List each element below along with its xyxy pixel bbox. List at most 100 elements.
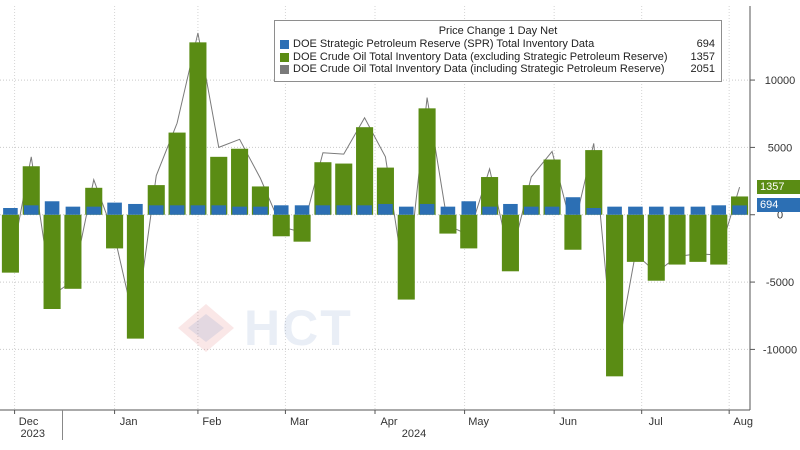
bar-excl-spr [606, 214, 624, 377]
x-tick-label: May [468, 416, 489, 428]
legend-label-excl-spr: DOE Crude Oil Total Inventory Data (excl… [293, 50, 668, 63]
bar-spr [690, 206, 706, 215]
legend-swatch-incl-spr [280, 65, 289, 74]
bar-spr [732, 205, 747, 215]
bar-excl-spr [626, 214, 644, 262]
last-value-tag-spr: 694 [757, 198, 800, 212]
bar-excl-spr [43, 214, 61, 309]
bar-spr [482, 206, 497, 215]
bar-spr [523, 206, 539, 215]
bar-spr [190, 205, 206, 215]
x-tick-label: Dec [19, 416, 39, 428]
bar-excl-spr [64, 214, 82, 289]
bar-excl-spr [272, 214, 290, 237]
bar-spr [669, 206, 685, 215]
bar-spr [86, 206, 102, 215]
bar-spr [273, 205, 289, 215]
x-tick-label: Jul [649, 416, 663, 428]
legend-value-excl-spr: 1357 [690, 50, 715, 63]
bar-excl-spr [543, 159, 561, 215]
bar-excl-spr [1, 214, 19, 273]
legend-value-spr: 694 [696, 38, 715, 50]
legend-item-incl-spr: DOE Crude Oil Total Inventory Data (incl… [275, 63, 721, 76]
bar-excl-spr [356, 127, 374, 215]
year-label: 2023 [21, 428, 45, 440]
y-tick-label: -5000 [766, 277, 794, 289]
bar-spr [398, 206, 414, 215]
y-tick-label: 5000 [768, 142, 792, 154]
bar-excl-spr [418, 108, 436, 215]
watermark-text: HCT [244, 300, 353, 356]
bar-spr [711, 205, 727, 215]
bar-spr [232, 206, 247, 215]
bar-excl-spr [439, 214, 457, 234]
bar-excl-spr [22, 166, 40, 215]
bar-excl-spr [647, 214, 665, 281]
watermark: HCT [174, 300, 354, 356]
bar-excl-spr [231, 148, 249, 215]
bar-spr [628, 206, 643, 215]
bar-excl-spr [168, 132, 186, 215]
bar-spr [294, 205, 310, 215]
legend-item-spr: DOE Strategic Petroleum Reserve (SPR) To… [275, 38, 721, 51]
bar-excl-spr [460, 214, 478, 249]
bar-spr [44, 201, 60, 215]
x-tick-label: Feb [202, 416, 221, 428]
legend-swatch-excl-spr [280, 52, 289, 62]
bar-spr [23, 205, 39, 215]
legend-label-spr: DOE Strategic Petroleum Reserve (SPR) To… [293, 38, 595, 50]
x-tick-label: Mar [290, 416, 309, 428]
bar-spr [586, 208, 602, 215]
bar-spr [3, 208, 18, 215]
y-tick-label: 0 [777, 210, 783, 222]
bar-excl-spr [668, 214, 686, 265]
bar-spr [107, 202, 122, 215]
bar-spr [169, 205, 185, 215]
bar-spr [419, 203, 435, 215]
bar-excl-spr [501, 214, 519, 272]
last-value-tag-excl-spr: 1357 [757, 180, 800, 194]
legend-value-incl-spr: 2051 [690, 63, 715, 75]
bar-excl-spr [210, 156, 228, 215]
watermark-logo-icon [178, 304, 234, 352]
bar-spr [607, 206, 622, 215]
bar-excl-spr [293, 214, 311, 242]
bar-excl-spr [397, 214, 415, 300]
bar-excl-spr [106, 214, 124, 249]
bar-spr [148, 205, 164, 215]
bar-spr [315, 205, 331, 215]
legend-title: Price Change 1 Day Net [438, 25, 558, 37]
bar-spr [565, 197, 581, 215]
legend-item-excl-spr: DOE Crude Oil Total Inventory Data (excl… [275, 51, 721, 64]
bar-spr [544, 206, 560, 215]
legend-swatch-spr [280, 40, 289, 49]
bar-spr [65, 206, 81, 215]
bar-spr [440, 206, 456, 215]
series-line-incl-spr [9, 32, 741, 369]
x-tick-label: Aug [733, 416, 753, 428]
bar-spr [648, 206, 664, 215]
bar-spr [336, 205, 352, 215]
x-tick-label: Apr [380, 416, 397, 428]
bar-excl-spr [314, 162, 332, 215]
bar-spr [503, 203, 518, 215]
legend: Price Change 1 Day Net DOE Strategic Pet… [274, 20, 722, 82]
bar-excl-spr [689, 214, 707, 262]
bar-spr [461, 201, 477, 215]
bar-spr [378, 203, 393, 215]
bar-spr [357, 205, 372, 215]
x-tick-label: Jan [120, 416, 138, 428]
bar-excl-spr [481, 177, 499, 215]
year-label: 2024 [402, 428, 426, 440]
bar-excl-spr [585, 150, 603, 215]
bar-excl-spr [564, 214, 582, 250]
bar-excl-spr [189, 42, 207, 215]
bar-excl-spr [126, 214, 144, 339]
bar-spr [211, 205, 227, 215]
x-tick-label: Jun [559, 416, 577, 428]
bar-excl-spr [376, 167, 394, 215]
y-tick-label: 10000 [765, 75, 796, 87]
y-tick-label: -10000 [763, 344, 797, 356]
bar-excl-spr [335, 163, 353, 215]
